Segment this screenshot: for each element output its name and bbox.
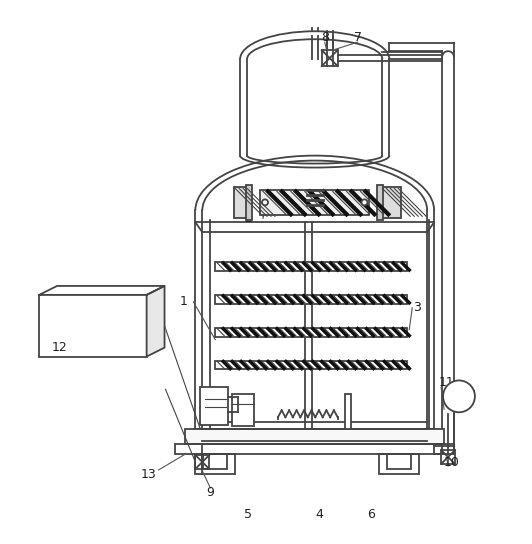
Bar bbox=[379, 454, 419, 474]
Bar bbox=[215, 361, 408, 369]
Bar bbox=[203, 454, 227, 469]
Text: 12: 12 bbox=[51, 341, 67, 354]
Bar bbox=[215, 327, 408, 337]
Bar bbox=[176, 444, 454, 454]
Text: 13: 13 bbox=[141, 468, 156, 481]
Text: 6: 6 bbox=[368, 508, 376, 521]
Text: 7: 7 bbox=[354, 30, 362, 44]
Text: d: d bbox=[467, 390, 475, 403]
Circle shape bbox=[262, 200, 268, 205]
Text: 11: 11 bbox=[438, 376, 454, 389]
Text: 8: 8 bbox=[321, 30, 329, 44]
Bar bbox=[215, 262, 408, 271]
Text: 10: 10 bbox=[444, 456, 460, 469]
Bar bbox=[195, 454, 235, 474]
Text: 5: 5 bbox=[244, 508, 252, 521]
Bar bbox=[377, 186, 384, 220]
Bar bbox=[387, 454, 411, 469]
Text: 1: 1 bbox=[179, 295, 187, 308]
Bar bbox=[381, 188, 401, 218]
Circle shape bbox=[362, 200, 368, 205]
Bar bbox=[322, 50, 338, 66]
Bar bbox=[186, 429, 444, 444]
Bar bbox=[39, 295, 147, 356]
Bar bbox=[260, 190, 369, 215]
Polygon shape bbox=[39, 286, 164, 295]
Polygon shape bbox=[147, 286, 164, 356]
Bar bbox=[234, 188, 248, 218]
Bar bbox=[195, 455, 209, 469]
Bar bbox=[345, 394, 351, 429]
Text: 3: 3 bbox=[413, 301, 421, 314]
Text: 4: 4 bbox=[316, 508, 323, 521]
Bar bbox=[246, 186, 252, 220]
Text: M: M bbox=[452, 391, 462, 401]
Bar bbox=[201, 387, 228, 425]
Bar bbox=[215, 295, 408, 304]
Text: 9: 9 bbox=[206, 486, 214, 499]
Circle shape bbox=[443, 380, 475, 412]
Bar bbox=[232, 394, 254, 426]
Text: 2: 2 bbox=[244, 212, 252, 225]
Bar bbox=[441, 450, 455, 464]
